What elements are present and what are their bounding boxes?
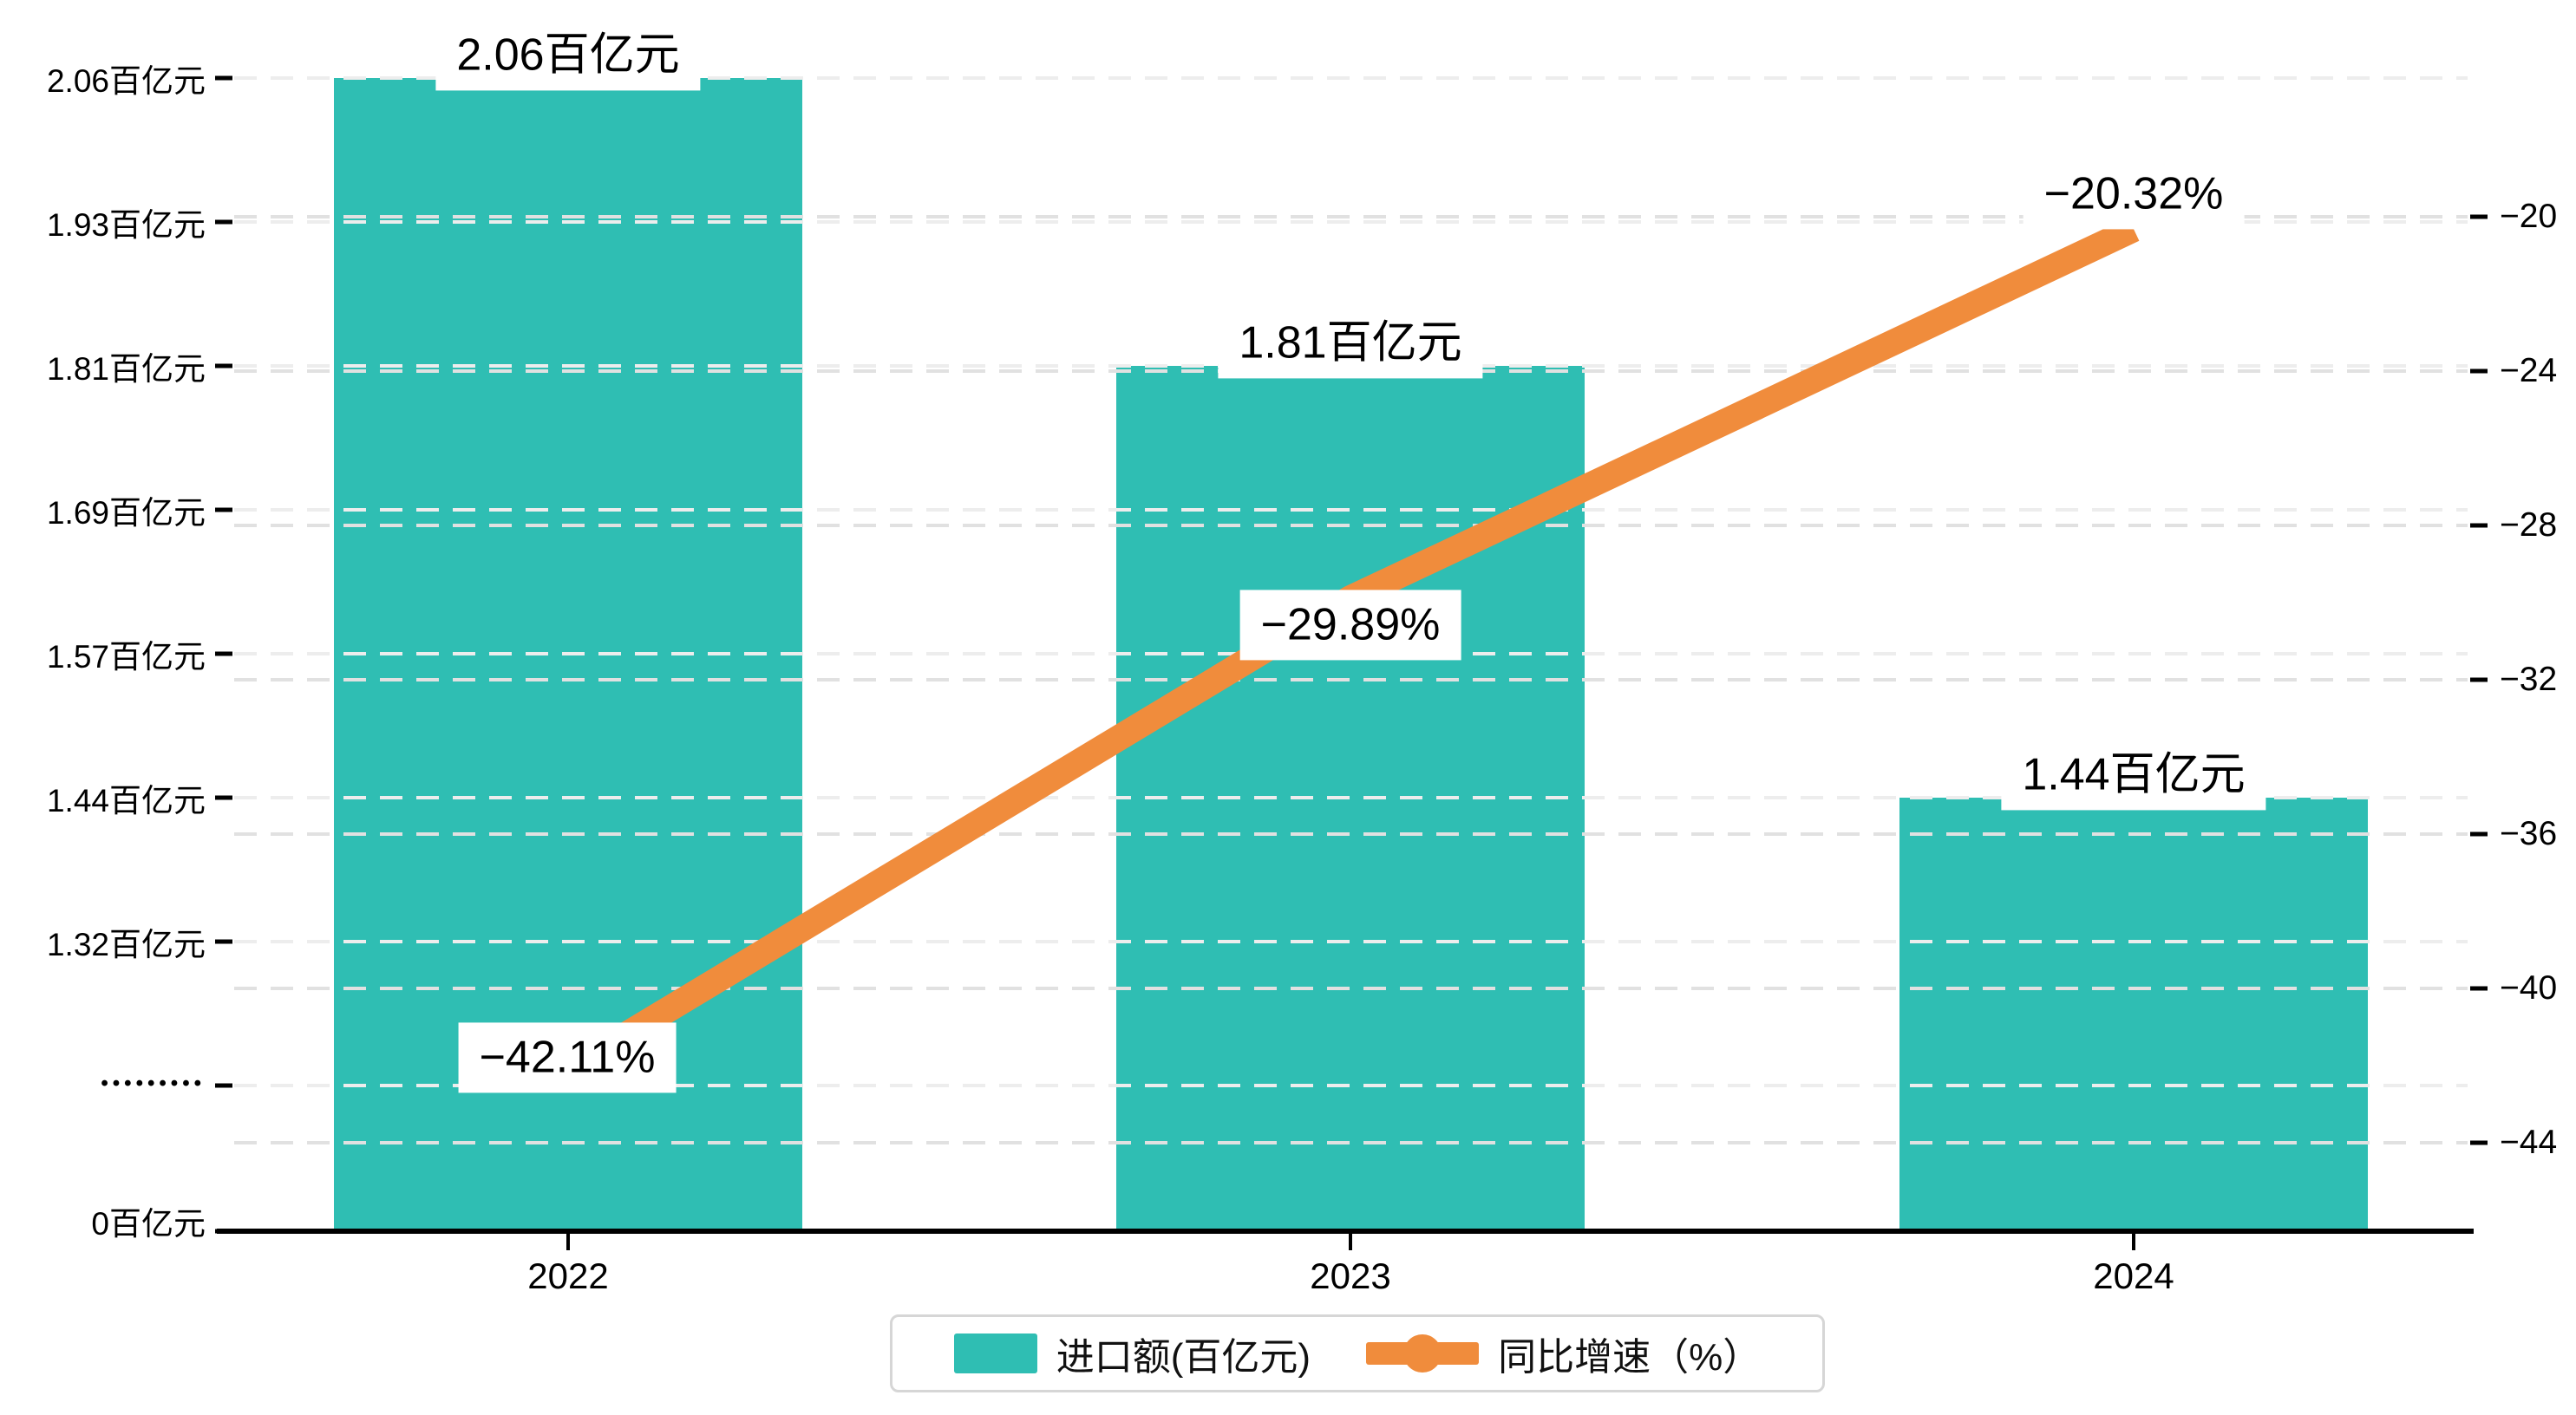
- legend-label-bar: 进口额(百亿元): [1056, 1336, 1311, 1379]
- bar-value-label: 1.81百亿元: [1218, 308, 1483, 379]
- x-axis-label-2023: 2023: [1310, 1255, 1391, 1296]
- y-axis-right-tick-label: −20: [2500, 198, 2558, 235]
- line-value-label: −20.32%: [2023, 159, 2245, 230]
- bar-value-label: 2.06百亿元: [435, 20, 701, 91]
- bar-series-swatch-icon: [953, 1333, 1037, 1373]
- y-axis-left-tick-label: 1.93百亿元: [46, 207, 206, 243]
- bar-2024[interactable]: [1899, 798, 2368, 1231]
- y-axis-left-tick-label: 1.44百亿元: [46, 783, 206, 818]
- x-axis-label-2022: 2022: [527, 1255, 609, 1296]
- bar-value-label: 1.44百亿元: [2001, 740, 2266, 811]
- line-value-label: −42.11%: [458, 1022, 677, 1093]
- y-axis-right-tick-label: −32: [2500, 661, 2558, 698]
- legend-item-line[interactable]: 同比增速（%）: [1366, 1326, 1761, 1381]
- y-axis-right-tick-label: −24: [2500, 352, 2558, 389]
- y-axis-left-tick-label: 1.69百亿元: [46, 495, 206, 531]
- x-axis-label-2024: 2024: [2093, 1255, 2174, 1296]
- y-axis-right-tick-label: −36: [2500, 815, 2558, 852]
- y-axis-right-tick-label: −40: [2500, 969, 2558, 1007]
- legend-item-bar[interactable]: 进口额(百亿元): [953, 1326, 1311, 1381]
- y-axis-left-tick-label: 1.57百亿元: [46, 639, 206, 675]
- legend: 进口额(百亿元) 同比增速（%）: [890, 1314, 1825, 1392]
- y-axis-left-tick-label: 1.81百亿元: [46, 351, 206, 387]
- y-axis-right-tick-label: −44: [2500, 1124, 2558, 1161]
- line-value-label: −29.89%: [1239, 590, 1461, 661]
- y-axis-right-tick-label: −28: [2500, 506, 2558, 544]
- y-axis-left-tick-label: 0百亿元: [91, 1206, 206, 1242]
- legend-label-line: 同比增速（%）: [1498, 1336, 1762, 1379]
- y-axis-left-tick-label: 1.32百亿元: [46, 927, 206, 962]
- y-axis-break-dots: •••••••••: [101, 1071, 206, 1095]
- line-series-swatch-icon: [1366, 1333, 1480, 1374]
- y-axis-left-tick-label: 2.06百亿元: [46, 63, 206, 99]
